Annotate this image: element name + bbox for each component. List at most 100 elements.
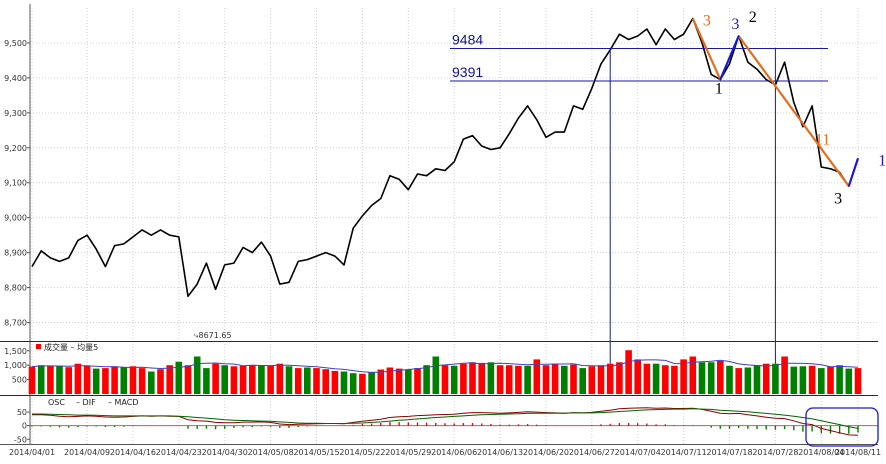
volume-bar [854, 368, 862, 394]
volume-ma-line [31, 359, 859, 373]
volume-bar [790, 366, 798, 394]
volume-bar [505, 365, 513, 394]
axes-layer: 8,700 8,800 8,900 9,000 9,100 9,200 9,300 9,400… [0, 4, 881, 457]
date-tick-label: 2014/04/01 [9, 448, 55, 457]
volume-bar [597, 365, 605, 394]
volume-bar [762, 363, 770, 394]
volume-bar [808, 365, 816, 394]
volume-bar [359, 373, 366, 394]
macd-highlight-box [805, 407, 879, 447]
date-tick-label: 2014/05/08 [248, 448, 294, 457]
volume-bar [111, 366, 118, 394]
volume-bar [138, 368, 146, 394]
macd-tick-label: 0 [22, 422, 27, 431]
price-tick-label: 8,800 [4, 284, 27, 293]
volume-bar [625, 350, 632, 394]
macd-tick-label: 50 [17, 408, 27, 417]
macd-legend-dif: – DIF [76, 398, 96, 407]
price-tick-label: 9,300 [4, 109, 27, 118]
date-tick-label: 2014/06/06 [431, 448, 477, 457]
volume-bar [772, 363, 779, 394]
volume-bar [845, 368, 853, 394]
volume-bar [157, 369, 164, 394]
volume-bar [313, 368, 320, 394]
date-tick-label: 2014/04/09 [64, 448, 110, 457]
volume-bar [74, 363, 82, 394]
volume-legend-title: 成交量 – 均量5 [44, 342, 98, 352]
price-tick-label: 8,900 [4, 249, 27, 258]
volume-bar [570, 364, 577, 394]
date-tick-label: 2014/06/13 [477, 448, 523, 457]
date-tick-label: 2014/05/29 [385, 448, 431, 457]
volume-bar [551, 363, 559, 394]
volume-bar [166, 365, 173, 394]
volume-bar [726, 365, 733, 394]
volume-bar [515, 365, 522, 394]
volume-bar [212, 363, 219, 394]
volume-bar [276, 363, 284, 394]
volume-bar [193, 356, 201, 394]
volume-bar [65, 367, 72, 394]
volume-legend-swatch [36, 344, 41, 349]
volume-bar [239, 365, 247, 394]
volume-bar [717, 360, 724, 394]
date-tick-label: 2014/05/22 [339, 448, 385, 457]
volume-bar [47, 366, 54, 394]
volume-bar [331, 370, 339, 394]
volume-bar [148, 371, 155, 394]
volume-bar [423, 365, 430, 394]
volume-bar [184, 365, 192, 394]
wave-trendline [847, 157, 860, 187]
volume-bar [92, 368, 100, 394]
volume-bar [304, 367, 311, 394]
price-tick-label: 9,500 [4, 39, 27, 48]
volume-bar [707, 362, 715, 394]
wave-count-label: 2 [749, 9, 757, 26]
volume-bar [469, 362, 476, 394]
wave-count-label: 3 [731, 16, 739, 33]
wave-count-label: 11 [815, 131, 830, 148]
macd-line [32, 408, 859, 429]
volume-bar [349, 373, 357, 394]
date-tick-label: 2014/08/04 [798, 448, 844, 457]
volume-bar [377, 369, 385, 394]
wave-count-label: 3 [834, 191, 842, 208]
volume-bar [267, 365, 274, 394]
volume-bar [37, 365, 45, 394]
price-tick-label: 9,400 [4, 74, 27, 83]
volume-bar [542, 365, 550, 394]
volume-bar [561, 365, 568, 394]
volume-bar [120, 367, 128, 394]
volume-bar [753, 365, 761, 394]
macd-legend-osc: OSC [48, 398, 65, 407]
date-tick-label: 2014/04/16 [110, 448, 156, 457]
volume-bar [230, 366, 238, 394]
volume-bar [102, 368, 109, 394]
volume-bar [294, 368, 302, 394]
price-series-line [31, 17, 859, 298]
volume-bar [322, 369, 329, 394]
volume-bar [643, 363, 651, 394]
date-tick-label: 2014/05/15 [293, 448, 339, 457]
macd-tick-label: -50 [14, 435, 27, 444]
date-tick-label: 2014/07/04 [615, 448, 661, 457]
volume-bar [487, 362, 495, 394]
volume-tick-label: 1,500 [4, 347, 27, 356]
volume-bar [340, 371, 348, 394]
volume-bar [249, 365, 256, 394]
volume-tick-label: 500 [12, 376, 27, 385]
volume-bar [496, 365, 504, 394]
volume-bar [460, 363, 467, 394]
volume-bar [689, 356, 697, 394]
volume-bar [671, 365, 678, 394]
date-tick-label: 2014/08/11 [835, 448, 881, 457]
volume-bar [83, 365, 91, 394]
volume-bar [386, 367, 394, 394]
wave-count-label: 1 [715, 81, 723, 98]
volume-bar [414, 368, 421, 394]
volume-bar [588, 366, 596, 394]
date-tick-label: 2014/06/20 [523, 448, 569, 457]
